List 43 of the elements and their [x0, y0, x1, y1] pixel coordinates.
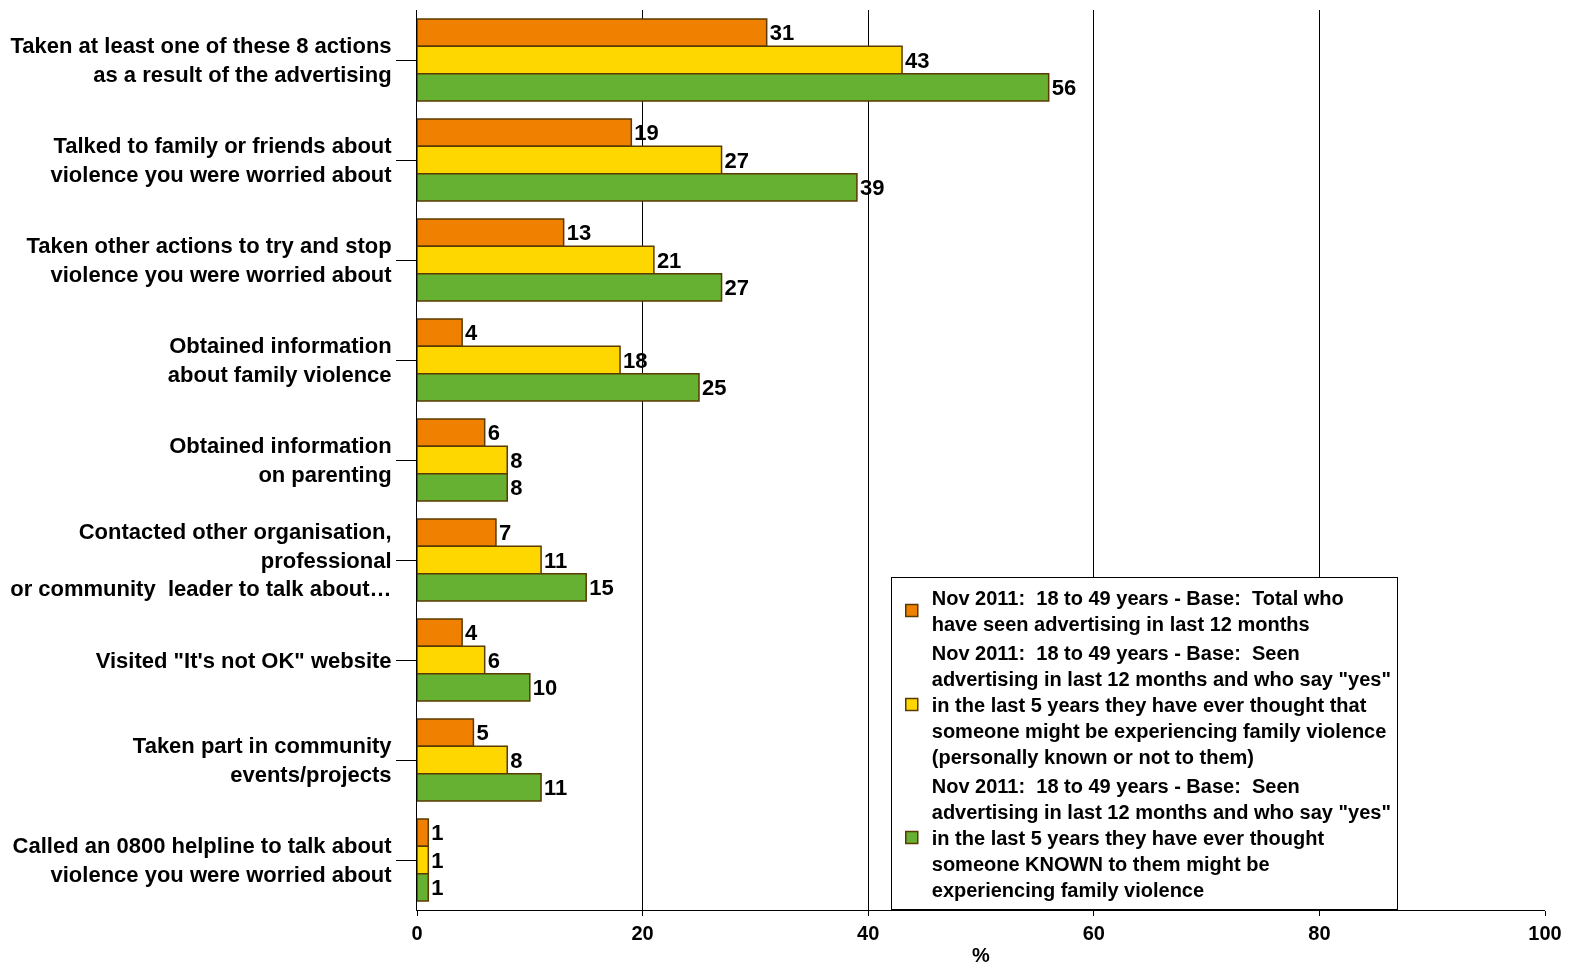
- y-tick-label: Taken part in community events/projects: [132, 733, 393, 787]
- x-tick-label: 80: [1308, 922, 1331, 944]
- x-tick-label: 60: [1082, 922, 1105, 944]
- data-label: 4: [465, 320, 479, 346]
- data-label: 31: [769, 20, 795, 46]
- legend-label: Nov 2011: 18 to 49 years - Base: Seen advertising in last 12 months and who say "yes" in the last 5 years they have ever thought that someone might be experiencing family violence (personally known or not to them): [931, 642, 1391, 769]
- data-label: 43: [905, 47, 930, 73]
- data-label: 56: [1051, 74, 1077, 100]
- data-label: 25: [702, 374, 727, 400]
- data-label: 4: [465, 620, 479, 646]
- data-label: 6: [487, 647, 500, 673]
- data-label: 8: [510, 447, 523, 473]
- data-label: 11: [544, 547, 568, 573]
- data-label: 21: [656, 247, 682, 273]
- x-tick-label: 100: [1528, 922, 1562, 944]
- x-tick-label: 20: [631, 922, 654, 944]
- data-label: 27: [724, 274, 750, 300]
- y-tick-label: Visited "It's not OK" website: [95, 647, 392, 673]
- legend-label: Nov 2011: 18 to 49 years - Base: Total who have seen advertising in last 12 months: [931, 587, 1344, 636]
- x-tick-label: 0: [411, 922, 423, 944]
- x-tick-label: 40: [857, 922, 880, 944]
- x-axis-title: %: [972, 943, 991, 966]
- data-label: 5: [476, 720, 489, 746]
- y-tick-label: Called an 0800 helpline to talk about violence you were worried about: [12, 833, 393, 887]
- data-label: 11: [544, 774, 568, 800]
- data-label: 15: [589, 574, 614, 600]
- data-label: 1: [431, 874, 444, 900]
- y-tick-label: Obtained information about family violence: [167, 333, 392, 387]
- data-label: 6: [487, 420, 500, 446]
- data-label: 1: [431, 847, 444, 873]
- y-tick-label: Talked to family or friends about violence you were worried about: [50, 133, 393, 187]
- data-label: 27: [724, 147, 750, 173]
- y-tick-label: Obtained information on parenting: [169, 433, 392, 487]
- data-label: 8: [510, 474, 523, 500]
- data-label: 10: [532, 674, 558, 700]
- y-tick-label: Contacted other organisation, professional or community leader to talk about…: [10, 519, 392, 602]
- y-tick-label: Taken other actions to try and stop violence you were worried about: [26, 233, 393, 287]
- y-tick-label: Taken at least one of these 8 actions as a result of the advertising: [10, 33, 392, 87]
- data-label: 7: [498, 520, 512, 546]
- data-label: 8: [510, 747, 523, 773]
- data-label: 1: [431, 820, 444, 846]
- legend-label: Nov 2011: 18 to 49 years - Base: Seen advertising in last 12 months and who say "yes" in the last 5 years they have ever thought someone KNOWN to them might be experiencing family violence: [931, 775, 1391, 902]
- data-label: 13: [566, 220, 592, 246]
